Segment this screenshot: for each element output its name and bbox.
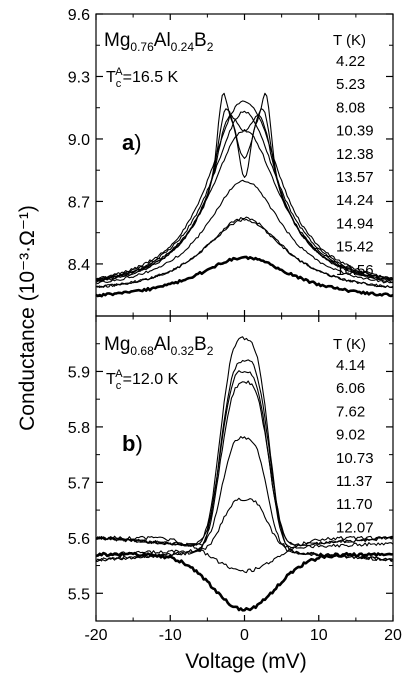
series-line-10_39K — [95, 100, 394, 281]
y-tick-label: 5.6 — [68, 531, 90, 548]
series-line-16_56K — [95, 255, 394, 298]
x-axis-label: Voltage (mV) — [185, 650, 306, 673]
series-line-15_42K — [95, 218, 394, 289]
legend-entry: 14.24 — [336, 192, 374, 209]
legend-entry: 10.39 — [336, 123, 374, 140]
panel-a-tc-label: TcA=16.5 K — [106, 66, 179, 90]
legend-entry: 16.56 — [336, 262, 374, 279]
series-line-13_57K — [95, 128, 394, 281]
y-tick-label: 8.7 — [68, 194, 90, 211]
panel-b-legend-title: T (K) — [333, 336, 366, 353]
y-tick-label: 5.7 — [68, 475, 90, 492]
panel-b-tc-label: TcA=12.0 K — [106, 368, 179, 392]
y-tick-label: 5.8 — [68, 420, 90, 437]
legend-entry: 14.94 — [336, 215, 374, 232]
y-tick-label: 5.9 — [68, 364, 90, 381]
legend-entry: 7.62 — [336, 403, 365, 420]
x-tick-label: 20 — [384, 627, 402, 644]
y-tick-label: 9.3 — [68, 69, 90, 86]
panel-b-sample-formula: Mg0.68Al0.32B2 — [104, 334, 214, 358]
legend-entry: 8.08 — [336, 99, 365, 116]
legend-entry: 4.14 — [336, 357, 365, 374]
panel-a-legend: 4.22 5.23 8.08 10.39 12.38 13.57 14.24 14.94 15.… — [336, 53, 374, 279]
panel-b-curves — [95, 336, 394, 612]
series-line-11_7K — [95, 535, 394, 574]
series-line-14_24K — [95, 179, 394, 285]
legend-entry: 12.07 — [336, 519, 374, 536]
panel-a-curves — [95, 92, 394, 298]
series-line-12_07K — [95, 551, 394, 612]
legend-entry: 10.73 — [336, 450, 374, 467]
legend-entry: 12.38 — [336, 146, 374, 163]
series-line-8_08K — [95, 114, 394, 282]
panel-b-legend: 4.14 6.06 7.62 9.02 10.73 11.37 11.70 12.07 — [336, 357, 374, 536]
series-line-14_94K — [95, 216, 394, 289]
panel-b-letter: b) — [122, 431, 143, 456]
legend-entry: 5.23 — [336, 76, 365, 93]
x-tick-label: 10 — [310, 627, 328, 644]
x-tick-label: -10 — [159, 627, 182, 644]
series-line-10_73K — [96, 436, 394, 561]
y-axis-label: Conductance (10⁻³·Ω⁻¹) — [16, 205, 39, 431]
legend-entry: 13.57 — [336, 169, 374, 186]
panel-a-letter: a) — [122, 130, 142, 155]
y-tick-label: 8.4 — [68, 257, 90, 274]
y-tick-label: 9.6 — [68, 7, 90, 24]
panel-a-sample-formula: Mg0.76Al0.24B2 — [104, 30, 214, 54]
legend-entry: 11.37 — [336, 473, 372, 490]
y-tick-label: 5.5 — [68, 586, 90, 603]
axis-ticks: 8.4 8.7 9.0 9.3 9.6 5.5 5.6 5.7 5.8 5.9 -20 -10 0 10 2… — [68, 7, 402, 644]
legend-entry: 15.42 — [336, 239, 374, 256]
x-tick-label: -20 — [84, 627, 107, 644]
legend-entry: 9.02 — [336, 427, 365, 444]
legend-entry: 6.06 — [336, 380, 365, 397]
y-tick-label: 9.0 — [68, 132, 90, 149]
panel-a-legend-title: T (K) — [333, 32, 366, 49]
x-tick-label: 0 — [240, 627, 249, 644]
legend-entry: 11.70 — [336, 496, 372, 513]
legend-entry: 4.22 — [336, 53, 365, 70]
series-line-11_37K — [95, 497, 394, 557]
